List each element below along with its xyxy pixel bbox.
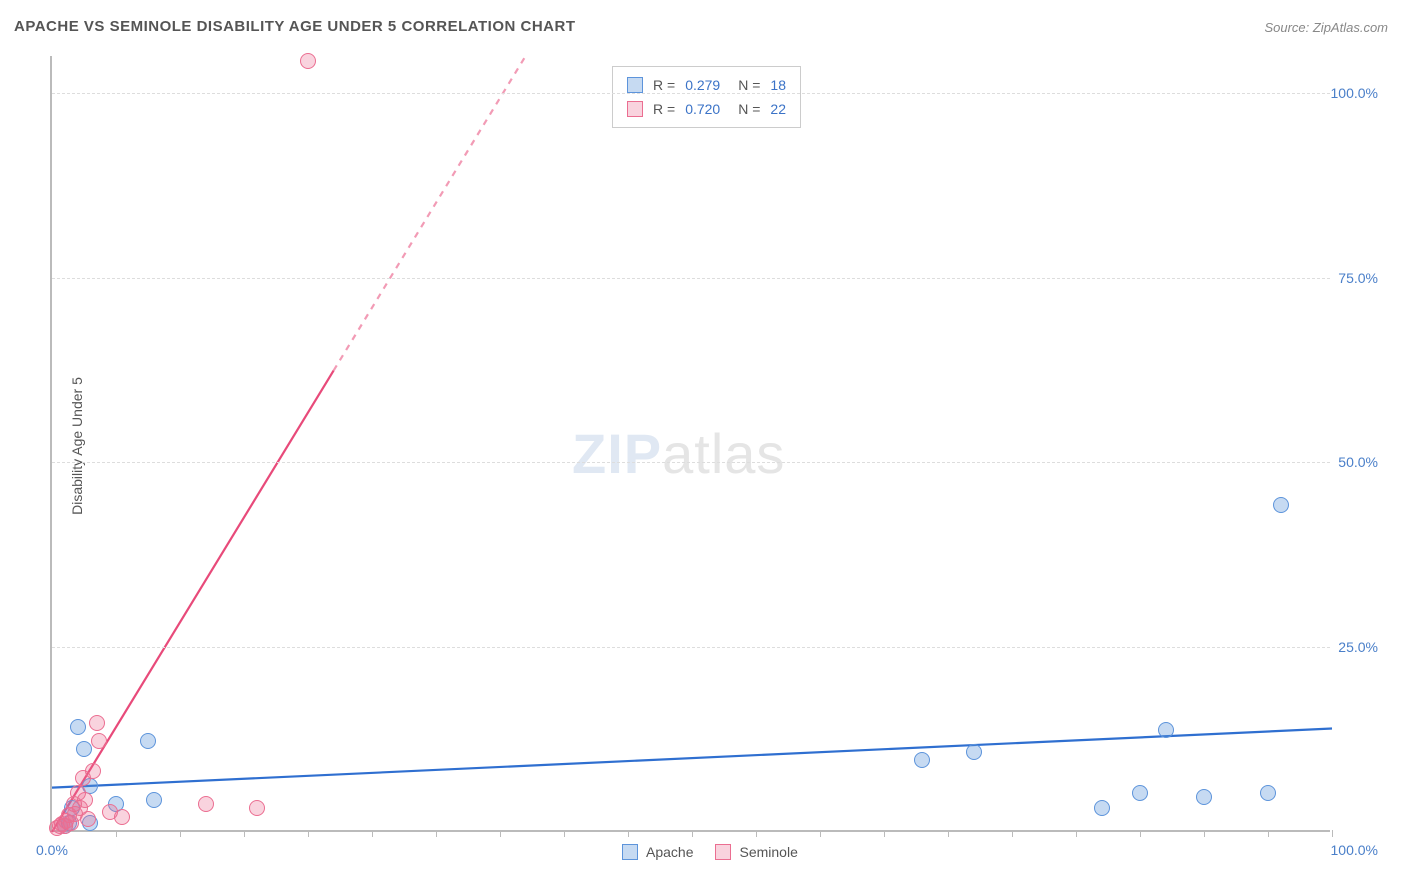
trend-line-dashed bbox=[334, 56, 526, 371]
x-tick bbox=[1332, 830, 1333, 837]
x-tick bbox=[948, 830, 949, 837]
legend-swatch bbox=[627, 101, 643, 117]
data-point bbox=[1132, 785, 1148, 801]
x-tick bbox=[692, 830, 693, 837]
data-point bbox=[1273, 497, 1289, 513]
legend-label: Seminole bbox=[739, 844, 797, 860]
data-point bbox=[146, 792, 162, 808]
chart-title: APACHE VS SEMINOLE DISABILITY AGE UNDER … bbox=[14, 18, 575, 35]
data-point bbox=[966, 744, 982, 760]
legend-r-label: R = bbox=[653, 101, 675, 117]
legend-item: Apache bbox=[622, 844, 693, 860]
data-point bbox=[300, 53, 316, 69]
data-point bbox=[80, 811, 96, 827]
x-tick bbox=[308, 830, 309, 837]
x-tick bbox=[500, 830, 501, 837]
data-point bbox=[1196, 789, 1212, 805]
x-tick bbox=[1204, 830, 1205, 837]
y-tick-label: 25.0% bbox=[1338, 639, 1378, 655]
plot-area: ZIPatlas R =0.279N =18R =0.720N =22 Apac… bbox=[50, 56, 1330, 832]
legend-r-label: R = bbox=[653, 77, 675, 93]
x-tick bbox=[116, 830, 117, 837]
legend-swatch bbox=[715, 844, 731, 860]
y-tick-label: 50.0% bbox=[1338, 454, 1378, 470]
x-tick bbox=[820, 830, 821, 837]
plot-svg bbox=[52, 56, 1330, 830]
data-point bbox=[114, 809, 130, 825]
data-point bbox=[70, 719, 86, 735]
legend-stat-row: R = 0.720 N = 22 bbox=[627, 97, 786, 121]
data-point bbox=[1260, 785, 1276, 801]
gridline-h bbox=[52, 462, 1330, 463]
data-point bbox=[140, 733, 156, 749]
data-point bbox=[914, 752, 930, 768]
legend-series: Apache Seminole bbox=[622, 844, 798, 860]
gridline-h bbox=[52, 93, 1330, 94]
trend-line-solid bbox=[52, 729, 1332, 788]
legend-label: Apache bbox=[646, 844, 693, 860]
data-point bbox=[198, 796, 214, 812]
chart-source: Source: ZipAtlas.com bbox=[1264, 20, 1388, 35]
x-tick bbox=[756, 830, 757, 837]
data-point bbox=[76, 741, 92, 757]
legend-stats: R = 0.279 N = 18 R = 0.720 N = 22 bbox=[612, 66, 801, 128]
x-tick bbox=[372, 830, 373, 837]
data-point bbox=[249, 800, 265, 816]
legend-n-label: N = bbox=[738, 77, 760, 93]
y-tick-label: 100.0% bbox=[1331, 85, 1378, 101]
x-origin-label: 0.0% bbox=[36, 842, 68, 858]
data-point bbox=[1158, 722, 1174, 738]
data-point bbox=[77, 792, 93, 808]
data-point bbox=[89, 715, 105, 731]
x-tick bbox=[564, 830, 565, 837]
legend-n-label: N = bbox=[738, 101, 760, 117]
gridline-h bbox=[52, 278, 1330, 279]
x-tick bbox=[1140, 830, 1141, 837]
legend-n-value: 18 bbox=[770, 77, 786, 93]
legend-item: Seminole bbox=[715, 844, 797, 860]
legend-swatch bbox=[627, 77, 643, 93]
gridline-h bbox=[52, 647, 1330, 648]
data-point bbox=[85, 763, 101, 779]
x-tick bbox=[1076, 830, 1077, 837]
legend-r-value: 0.720 bbox=[685, 101, 720, 117]
x-tick bbox=[1012, 830, 1013, 837]
data-point bbox=[91, 733, 107, 749]
x-max-label: 100.0% bbox=[1331, 842, 1378, 858]
data-point bbox=[1094, 800, 1110, 816]
y-tick-label: 75.0% bbox=[1338, 270, 1378, 286]
x-tick bbox=[1268, 830, 1269, 837]
x-tick bbox=[244, 830, 245, 837]
legend-n-value: 22 bbox=[770, 101, 786, 117]
legend-swatch bbox=[622, 844, 638, 860]
legend-r-value: 0.279 bbox=[685, 77, 720, 93]
x-tick bbox=[628, 830, 629, 837]
x-tick bbox=[180, 830, 181, 837]
x-tick bbox=[436, 830, 437, 837]
x-tick bbox=[884, 830, 885, 837]
